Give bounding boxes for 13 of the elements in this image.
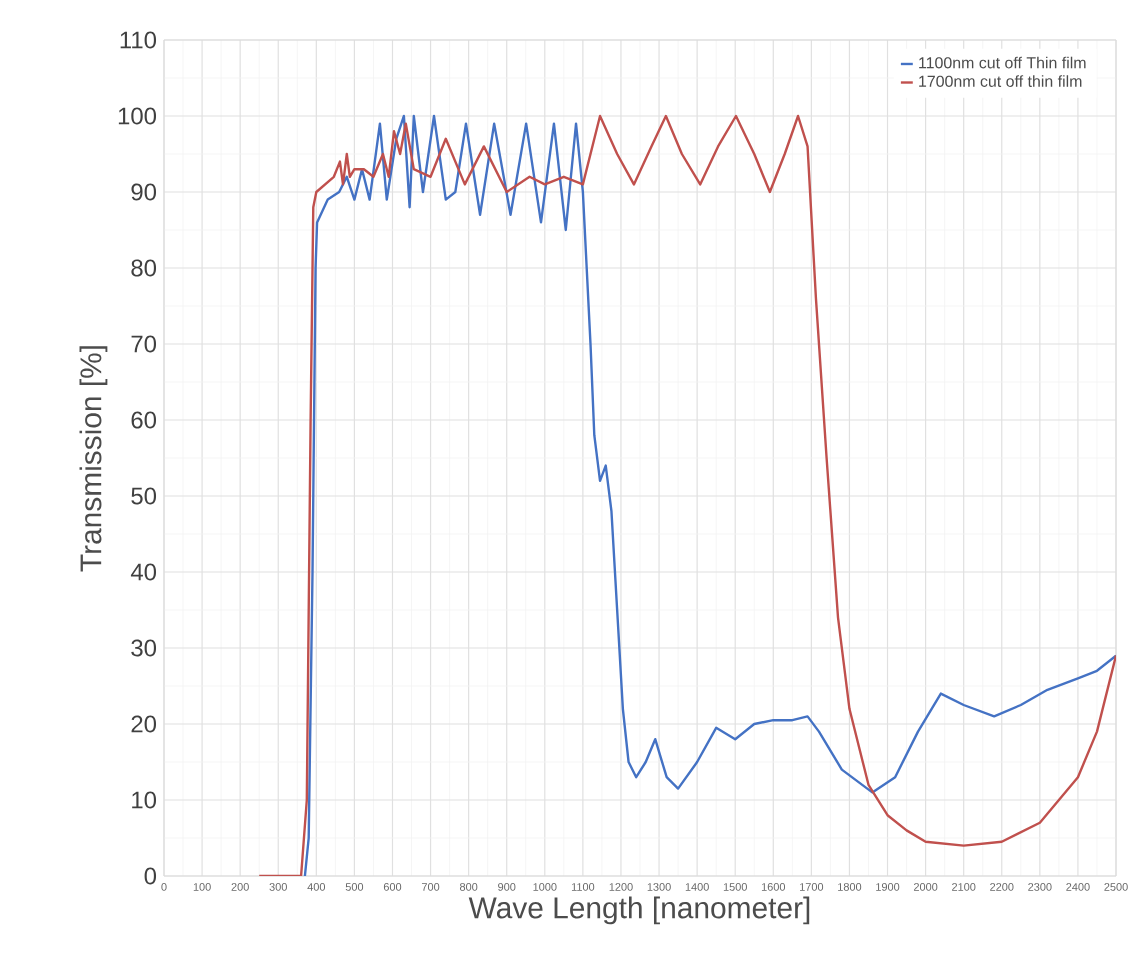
y-tick-label: 10: [132, 791, 157, 809]
y-tick-label: 90: [131, 183, 157, 201]
y-tick-label: 60: [131, 411, 157, 429]
y-tick-label: 80: [131, 259, 157, 277]
y-tick-label: 110: [120, 31, 157, 49]
y-tick-label: 100: [118, 107, 157, 125]
y-tick-label: 30: [131, 639, 157, 657]
y-axis-title: Transmission [%]: [79, 346, 108, 572]
y-tick-label: 70: [131, 335, 157, 353]
y-tick-label: 50: [131, 487, 157, 505]
y-tick-label: 20: [131, 715, 157, 733]
x-axis-title: Wave Length [nanometer]: [468, 896, 810, 925]
y-tick-label: 40: [130, 563, 157, 581]
